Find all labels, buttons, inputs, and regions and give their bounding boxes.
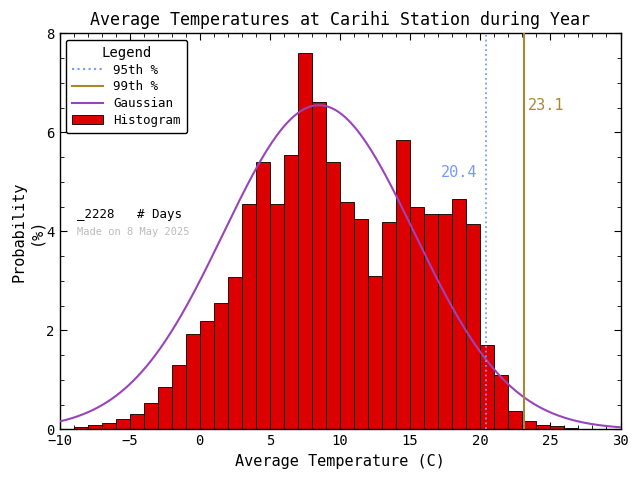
Text: 23.1: 23.1	[528, 98, 564, 113]
Text: 20.4: 20.4	[441, 165, 477, 180]
Bar	[340, 202, 354, 430]
Bar	[550, 426, 564, 430]
Bar	[130, 414, 143, 430]
Bar	[508, 411, 522, 430]
X-axis label: Average Temperature (C): Average Temperature (C)	[235, 454, 445, 469]
Bar	[228, 277, 242, 430]
Bar	[452, 199, 467, 430]
Bar	[368, 276, 382, 430]
Bar	[74, 428, 88, 430]
Bar	[214, 303, 228, 430]
Bar	[522, 420, 536, 430]
Bar	[172, 365, 186, 430]
Text: _2228   # Days: _2228 # Days	[77, 207, 182, 221]
Bar	[116, 419, 130, 430]
Y-axis label: Probability
(%): Probability (%)	[11, 181, 44, 282]
Bar	[424, 214, 438, 430]
Text: Made on 8 May 2025: Made on 8 May 2025	[77, 228, 190, 238]
Bar	[256, 162, 270, 430]
Bar	[270, 204, 284, 430]
Bar	[186, 334, 200, 430]
Bar	[564, 428, 579, 430]
Bar	[536, 424, 550, 430]
Bar	[467, 224, 480, 430]
Bar	[438, 214, 452, 430]
Bar	[312, 102, 326, 430]
Bar	[284, 155, 298, 430]
Bar	[382, 222, 396, 430]
Bar	[298, 53, 312, 430]
Bar	[396, 140, 410, 430]
Title: Average Temperatures at Carihi Station during Year: Average Temperatures at Carihi Station d…	[90, 11, 590, 29]
Bar	[326, 162, 340, 430]
Bar	[480, 345, 494, 430]
Bar	[88, 425, 102, 430]
Bar	[143, 403, 157, 430]
Bar	[354, 219, 368, 430]
Bar	[157, 387, 172, 430]
Bar	[200, 321, 214, 430]
Bar	[242, 204, 256, 430]
Legend: 95th %, 99th %, Gaussian, Histogram: 95th %, 99th %, Gaussian, Histogram	[66, 40, 187, 133]
Bar	[102, 423, 116, 430]
Bar	[410, 207, 424, 430]
Bar	[494, 375, 508, 430]
